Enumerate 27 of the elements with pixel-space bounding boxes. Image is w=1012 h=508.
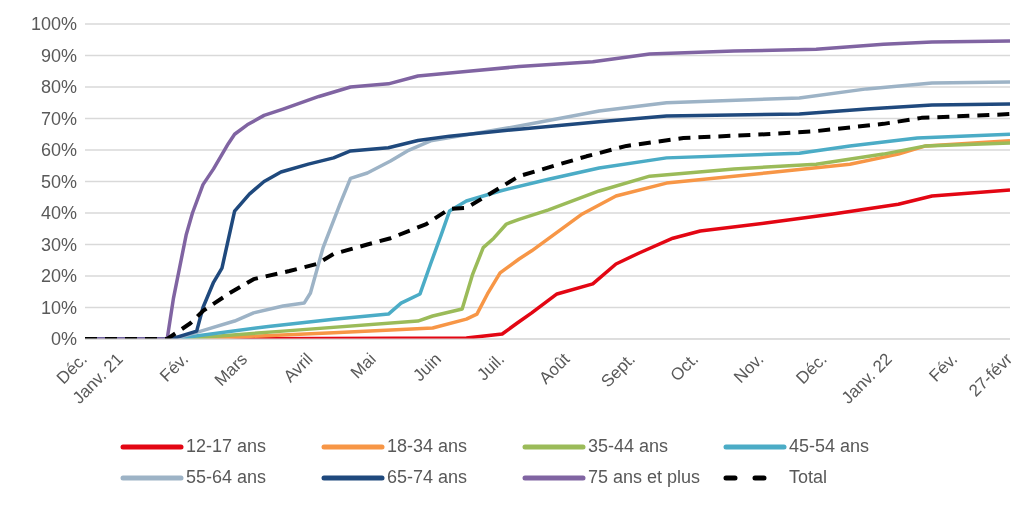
x-tick-label: Fév. — [925, 349, 962, 386]
y-tick-label: 90% — [40, 45, 77, 66]
y-tick-label: 100% — [30, 14, 77, 35]
y-tick-label: 20% — [40, 266, 77, 287]
y-tick-label: 50% — [40, 171, 77, 192]
y-tick-label: 10% — [40, 297, 77, 318]
y-tick-label: 0% — [50, 329, 77, 350]
legend-label: 55-64 ans — [186, 467, 267, 488]
x-tick-label: Mai — [346, 349, 380, 383]
legend-label: 18-34 ans — [387, 436, 468, 457]
legend-label: 45-54 ans — [789, 436, 870, 457]
legend-label: 35-44 ans — [588, 436, 669, 457]
y-tick-label: 40% — [40, 203, 77, 224]
x-tick-label: Juin — [409, 349, 445, 386]
y-tick-label: 60% — [40, 140, 77, 161]
legend-label: 75 ans et plus — [588, 467, 701, 488]
x-tick-label: Nov. — [730, 349, 768, 387]
x-tick-label: Oct. — [666, 349, 703, 386]
legend-label: 12-17 ans — [186, 436, 267, 457]
y-tick-label: 80% — [40, 77, 77, 98]
legend-label: Total — [789, 467, 828, 488]
legend-label: 65-74 ans — [387, 467, 468, 488]
x-tick-label: Déc. — [792, 349, 831, 388]
y-tick-label: 70% — [40, 108, 77, 129]
x-tick-label: Juil. — [473, 349, 509, 385]
x-tick-label: Fév. — [156, 349, 193, 386]
y-tick-label: 30% — [40, 234, 77, 255]
